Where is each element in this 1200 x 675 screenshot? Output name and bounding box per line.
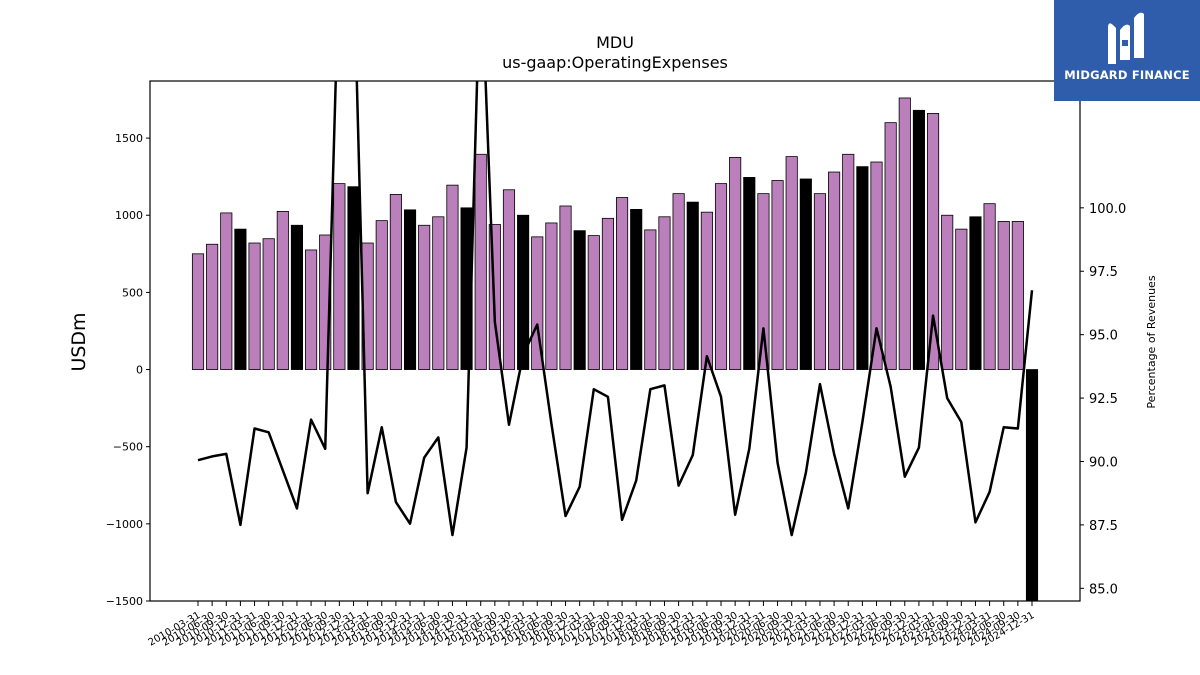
bar-2012-03-31 [305,249,318,370]
bar-2014-09-30 [446,184,459,370]
bar-2020-12-31 [799,178,812,370]
bar-2010-12-31 [234,228,247,370]
bar-2021-09-30 [842,153,855,370]
bar-2010-06-30 [206,243,219,370]
y-tick-label: 1000 [115,209,143,222]
bar-2018-12-31 [686,201,699,370]
logo-text: MIDGARD FINANCE [1064,68,1190,82]
bar-2014-03-31 [418,224,431,370]
bar-2019-03-31 [700,211,713,370]
y-tick-label: −500 [113,441,143,454]
bar-2015-09-30 [502,189,516,370]
bar-2013-12-31 [403,209,417,370]
bar-2013-06-30 [375,220,388,370]
bar-2023-03-31 [927,113,940,370]
bar-2020-06-30 [771,180,784,370]
y2-tick-label: 90.0 [1089,455,1118,470]
y2-tick-label: 95.0 [1089,329,1118,344]
y2-tick-label: 92.5 [1089,392,1118,407]
y-tick-label: 500 [122,286,143,299]
logo-mark-icon [1108,12,1144,64]
bar-2016-03-31 [531,236,544,370]
bar-2023-12-31 [969,216,982,370]
percentage-line [197,81,1034,537]
bar-2021-06-30 [828,171,841,370]
bar-2024-06-30 [997,221,1010,370]
bar-2011-12-31 [290,224,304,370]
bar-2017-12-31 [630,208,643,370]
bar-2020-03-31 [757,193,770,370]
y-axis-label: USDm [68,312,90,371]
bar-2015-12-31 [517,214,530,370]
bar-2024-09-30 [1011,221,1024,370]
line-layer [197,81,1034,537]
y2-tick-label: 100.0 [1089,202,1126,217]
bar-2018-09-30 [672,193,685,370]
bar-2018-06-30 [658,216,671,370]
bar-2011-03-31 [248,242,261,370]
bar-2021-12-31 [856,166,869,370]
y2-tick-label: 87.5 [1089,519,1118,534]
bar-2022-06-30 [884,122,897,370]
bar-2024-03-31 [983,203,996,370]
bar-2022-03-31 [870,161,883,370]
bar-2011-06-30 [262,238,275,370]
bar-2013-09-30 [389,194,402,370]
bar-2022-09-30 [898,97,911,370]
bar-2012-12-31 [347,186,360,370]
bar-2019-09-30 [729,156,742,370]
bar-2017-03-31 [587,235,600,370]
bars-layer [191,97,1039,601]
chart-title: MDU [596,33,634,52]
y-tick-label: 0 [136,364,143,377]
bar-2019-06-30 [714,183,728,370]
bar-2016-09-30 [559,205,572,370]
bar-2015-03-31 [474,153,487,370]
y2-tick-label: 97.5 [1089,265,1118,280]
y-tick-label: −1500 [106,595,143,608]
bar-2017-09-30 [616,197,629,370]
bar-2023-09-30 [955,228,968,370]
y-tick-label: −1000 [106,518,143,531]
plot-frame [149,80,1081,602]
bar-2012-09-30 [333,183,346,370]
bar-2012-06-30 [319,234,332,370]
chart-subtitle: us-gaap:OperatingExpenses [502,53,728,72]
bar-2022-12-31 [912,109,925,370]
bar-2018-03-31 [644,229,657,370]
bar-2023-06-30 [941,214,954,370]
bar-2017-06-30 [601,217,614,370]
bar-2010-03-31 [191,253,205,370]
y2-tick-label: 85.0 [1089,582,1118,597]
bar-2024-12-31 [1025,369,1039,601]
bar-2021-03-31 [813,193,827,370]
midgard-finance-logo: MIDGARD FINANCE [1054,0,1200,101]
bar-2016-12-31 [573,230,586,370]
bar-2010-09-30 [220,212,233,370]
y2-axis-label: Percentage of Revenues [1145,275,1158,408]
y-tick-label: 1500 [115,132,143,145]
bar-2011-09-30 [276,210,289,370]
bar-2020-09-30 [785,156,798,370]
bar-2016-06-30 [545,222,558,370]
bar-2019-12-31 [743,177,756,370]
bar-2014-06-30 [432,216,445,370]
